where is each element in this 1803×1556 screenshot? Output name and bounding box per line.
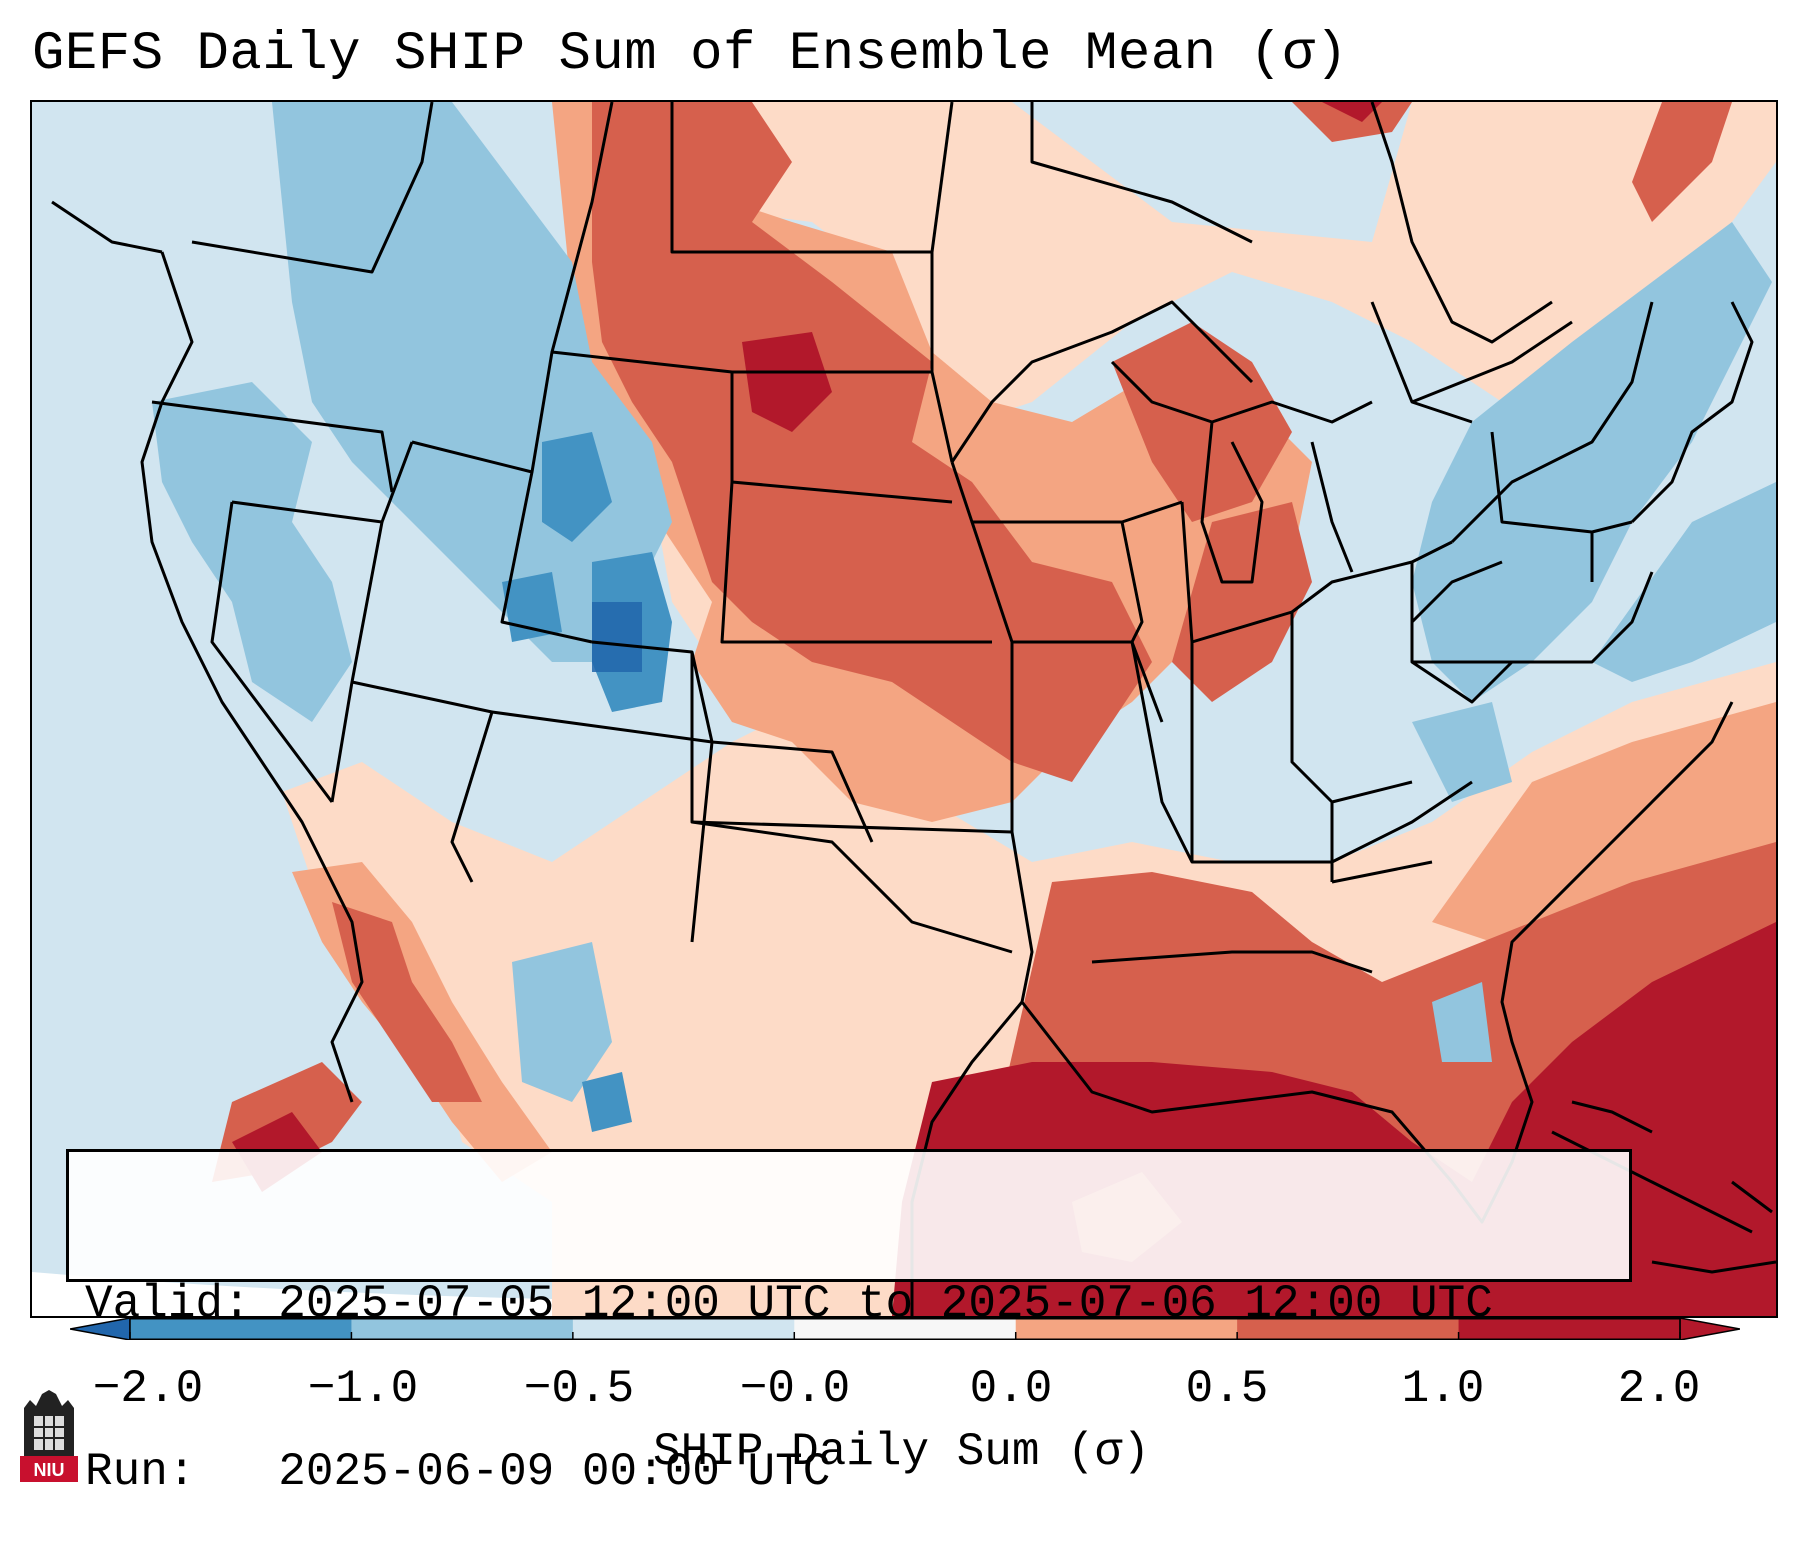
colorbar-segment [1015, 1318, 1238, 1340]
colorbar-segment [130, 1318, 352, 1340]
colorbar-tick-label: 2.0 [1617, 1363, 1701, 1415]
niu-logo-text: NIU [34, 1460, 65, 1480]
colorbar-segment [351, 1318, 574, 1340]
colorbar-tick-label: −0.5 [523, 1363, 635, 1415]
colorbar-segments [70, 1318, 1740, 1340]
anomaly-map [32, 102, 1776, 1316]
colorbar-tick-label: 1.0 [1401, 1363, 1485, 1415]
valid-run-info-box: Valid: 2025-07-05 12:00 UTC to 2025-07-0… [66, 1149, 1632, 1498]
niu-logo: NIU [20, 1390, 78, 1482]
map-title: GEFS Daily SHIP Sum of Ensemble Mean (σ) [32, 24, 1349, 85]
run-time-text: Run: 2025-06-09 00:00 UTC [85, 1446, 831, 1498]
colorbar-label: SHIP Daily Sum (σ) [653, 1426, 1150, 1478]
colorbar-outline [129, 1318, 1681, 1340]
colorbar-segment [794, 1318, 1017, 1340]
colorbar-tick-label: −2.0 [92, 1363, 204, 1415]
colorbar-segment [1237, 1318, 1460, 1340]
colorbar-extend-low [70, 1318, 131, 1340]
colorbar-tick-label: 0.0 [969, 1363, 1053, 1415]
negative-extreme-cell [592, 602, 642, 672]
map-panel [30, 100, 1778, 1318]
colorbar-segment [572, 1318, 795, 1340]
colorbar-tick-label: −1.0 [307, 1363, 419, 1415]
colorbar-segment [1458, 1318, 1681, 1340]
colorbar-tick-label: −0.0 [739, 1363, 851, 1415]
colorbar-tick-label: 0.5 [1185, 1363, 1269, 1415]
colorbar-extend-high [1679, 1318, 1740, 1340]
colorbar [70, 1318, 1740, 1340]
